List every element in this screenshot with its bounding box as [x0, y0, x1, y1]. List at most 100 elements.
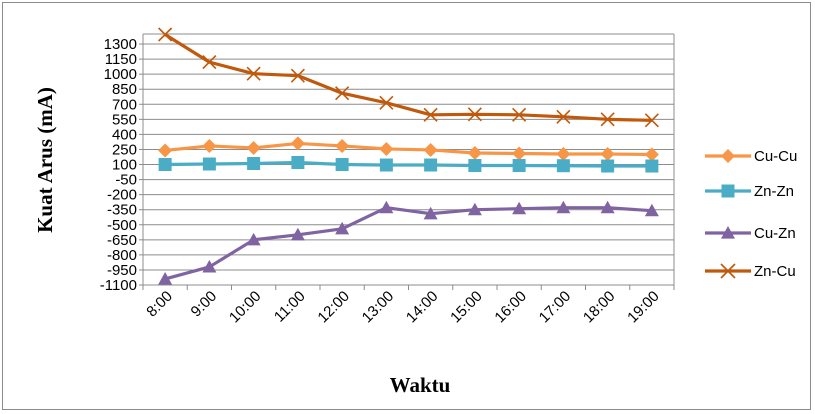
data-point [600, 112, 615, 127]
data-point [423, 107, 438, 122]
data-point [246, 66, 261, 81]
y-tick-label: 1300 [104, 36, 137, 53]
x-tick-label: 18:00 [580, 288, 619, 327]
y-tick-label: -650 [107, 232, 137, 249]
data-point [512, 107, 527, 122]
data-point [644, 147, 659, 162]
legend-label: Zn-Cu [754, 263, 796, 280]
data-point [556, 159, 570, 173]
data-point [645, 159, 659, 173]
y-tick-label: 700 [112, 96, 137, 113]
data-point [335, 158, 349, 172]
x-tick-label: 11:00 [271, 288, 309, 326]
data-point [600, 200, 615, 214]
x-tick-label: 14:00 [403, 288, 442, 327]
data-point [158, 271, 173, 285]
y-tick-label: 1000 [104, 66, 137, 83]
data-point [721, 184, 735, 198]
data-point [467, 145, 482, 160]
data-point [644, 113, 659, 128]
data-point [556, 109, 571, 124]
series-line [164, 206, 652, 281]
data-point [290, 136, 305, 151]
data-point [158, 158, 172, 172]
data-point [379, 200, 394, 214]
legend-label: Zn-Zn [754, 183, 794, 200]
series-group [158, 27, 659, 285]
x-tick-label: 8:00 [143, 288, 176, 321]
data-point [247, 157, 261, 171]
data-point [158, 143, 173, 158]
x-tick-label: 13:00 [359, 288, 398, 327]
data-point [423, 142, 438, 157]
series-line [164, 33, 652, 122]
data-point [721, 226, 735, 239]
legend-item: Zn-Cu [705, 263, 796, 280]
x-tick-label: 15:00 [447, 288, 486, 327]
series-zn-cu [158, 27, 659, 128]
data-point [467, 107, 482, 122]
data-point [644, 203, 659, 217]
y-tick-label: 250 [112, 141, 137, 158]
y-tick-label: 100 [112, 157, 137, 174]
legend-item: Cu-Zn [705, 225, 796, 242]
y-tick-label: 1150 [105, 51, 137, 68]
x-axis-title: Waktu [390, 373, 451, 397]
y-axis-title: Kuat Arus (mA) [33, 87, 57, 233]
y-tick-label: 400 [112, 126, 137, 143]
data-point [512, 201, 527, 215]
series-line [165, 160, 652, 168]
data-point [424, 158, 438, 172]
data-point [512, 159, 526, 173]
x-tick-label: 9:00 [188, 288, 221, 321]
series-cu-cu [158, 136, 659, 162]
data-point [246, 232, 261, 246]
legend-label: Cu-Cu [754, 148, 797, 165]
y-tick-label: -950 [107, 262, 137, 279]
x-tick-label: 17:00 [536, 288, 575, 327]
data-point [467, 202, 482, 216]
data-point [720, 263, 736, 279]
y-tick-label: -800 [107, 247, 137, 264]
x-tick-labels: 8:00 9:00 10:00 11:00 12:00 13:00 14:00 15:00 16… [143, 288, 662, 327]
legend-label: Cu-Zn [754, 225, 796, 242]
data-point [202, 55, 217, 70]
data-point [291, 156, 305, 170]
data-point [379, 95, 394, 110]
y-tick-label: -50 [115, 172, 137, 189]
data-point [335, 86, 350, 101]
data-point [246, 140, 261, 155]
x-tick-label: 19:00 [624, 288, 663, 327]
y-tick-label: 850 [112, 81, 137, 98]
legend-item: Cu-Cu [705, 148, 797, 165]
chart-frame [2, 2, 811, 410]
series-cu-zn [158, 200, 659, 285]
data-point [202, 259, 217, 273]
data-point [423, 206, 438, 220]
legend-item: Zn-Zn [705, 183, 794, 200]
data-point [468, 159, 482, 173]
series-zn-zn [158, 156, 659, 173]
data-point [721, 149, 735, 163]
data-point [290, 227, 305, 241]
data-point [512, 146, 527, 161]
y-tick-label: 550 [112, 111, 137, 128]
y-tick-label: -200 [107, 187, 137, 204]
x-tick-label: 16:00 [491, 288, 530, 327]
y-tick-label: -1100 [100, 277, 137, 294]
legend: Cu-Cu Zn-Zn Cu-Zn Zn-Cu [705, 148, 797, 280]
grid-lines [139, 33, 675, 290]
data-point [202, 138, 217, 153]
y-tick-label: -350 [107, 202, 137, 219]
x-tick-label: 12:00 [314, 288, 353, 327]
data-point [290, 68, 305, 83]
data-point [379, 141, 394, 156]
data-point [601, 159, 615, 173]
data-point [556, 200, 571, 214]
data-point [158, 27, 173, 42]
data-point [202, 157, 216, 171]
series-line [164, 141, 652, 157]
y-tick-label: -500 [107, 217, 137, 234]
data-point [335, 138, 350, 153]
